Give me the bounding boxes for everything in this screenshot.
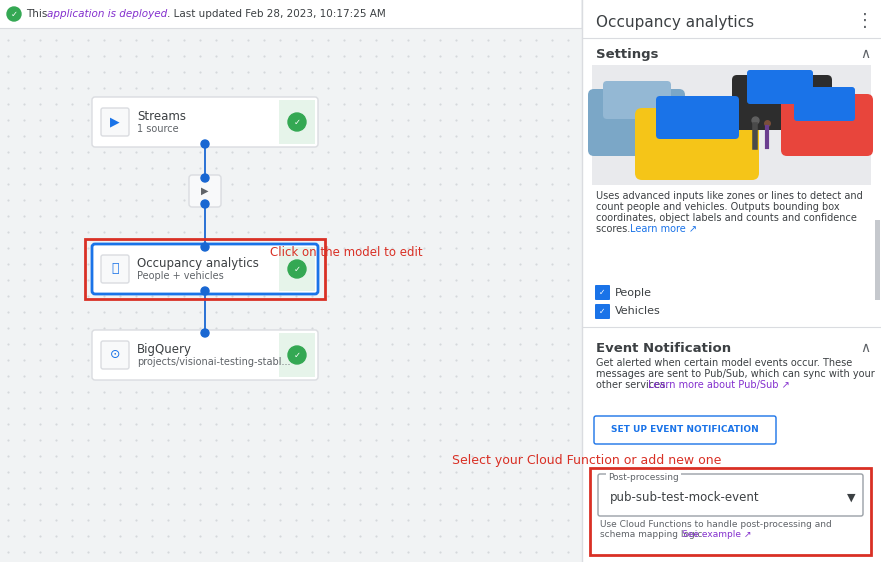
Circle shape xyxy=(288,346,306,364)
FancyBboxPatch shape xyxy=(189,175,221,207)
Text: Occupancy analytics: Occupancy analytics xyxy=(137,257,259,270)
Text: other services.: other services. xyxy=(596,380,671,390)
Text: Streams: Streams xyxy=(137,111,186,124)
Circle shape xyxy=(201,329,209,337)
Text: projects/visionai-testing-stabl...: projects/visionai-testing-stabl... xyxy=(137,357,291,367)
Text: ∧: ∧ xyxy=(860,47,870,61)
Circle shape xyxy=(201,140,209,148)
Bar xyxy=(606,473,681,482)
FancyBboxPatch shape xyxy=(595,285,610,300)
Text: Learn more about Pub/Sub ↗: Learn more about Pub/Sub ↗ xyxy=(648,380,789,390)
Text: Vehicles: Vehicles xyxy=(615,306,661,316)
Text: Occupancy analytics: Occupancy analytics xyxy=(596,15,754,30)
FancyBboxPatch shape xyxy=(747,70,813,104)
Circle shape xyxy=(201,243,209,251)
Circle shape xyxy=(201,200,209,208)
FancyBboxPatch shape xyxy=(598,474,863,516)
FancyBboxPatch shape xyxy=(732,75,832,130)
Text: Uses advanced inputs like zones or lines to detect and: Uses advanced inputs like zones or lines… xyxy=(596,191,862,201)
Circle shape xyxy=(288,113,306,131)
Text: Get alerted when certain model events occur. These: Get alerted when certain model events oc… xyxy=(596,358,852,368)
Text: People: People xyxy=(615,288,652,297)
Text: ▶: ▶ xyxy=(110,116,120,129)
Text: messages are sent to Pub/Sub, which can sync with your: messages are sent to Pub/Sub, which can … xyxy=(596,369,875,379)
Text: Post-processing: Post-processing xyxy=(608,474,678,483)
FancyBboxPatch shape xyxy=(92,244,318,294)
Text: People + vehicles: People + vehicles xyxy=(137,271,224,281)
Bar xyxy=(279,333,315,377)
Circle shape xyxy=(7,7,21,21)
Text: BigQuery: BigQuery xyxy=(137,343,192,356)
Circle shape xyxy=(288,260,306,278)
Text: ▶: ▶ xyxy=(201,186,209,196)
Bar xyxy=(85,239,325,299)
FancyBboxPatch shape xyxy=(781,94,873,156)
FancyBboxPatch shape xyxy=(101,255,129,283)
FancyBboxPatch shape xyxy=(794,87,855,121)
FancyBboxPatch shape xyxy=(635,108,759,180)
Text: See example ↗: See example ↗ xyxy=(682,530,751,539)
Text: Settings: Settings xyxy=(596,48,658,61)
Text: Use Cloud Functions to handle post-processing and: Use Cloud Functions to handle post-proce… xyxy=(600,520,832,529)
Text: ✓: ✓ xyxy=(11,10,18,19)
FancyBboxPatch shape xyxy=(656,96,739,139)
FancyBboxPatch shape xyxy=(101,108,129,136)
Bar xyxy=(279,100,315,144)
Text: Learn more ↗: Learn more ↗ xyxy=(630,224,697,234)
Text: ✓: ✓ xyxy=(293,351,300,360)
FancyBboxPatch shape xyxy=(603,81,671,119)
FancyBboxPatch shape xyxy=(92,97,318,147)
Text: . Last updated Feb 28, 2023, 10:17:25 AM: . Last updated Feb 28, 2023, 10:17:25 AM xyxy=(167,9,386,19)
Bar xyxy=(590,468,871,555)
Bar xyxy=(875,220,880,300)
Bar xyxy=(592,65,871,185)
Text: ⊙: ⊙ xyxy=(110,348,120,361)
Text: ✓: ✓ xyxy=(293,265,300,274)
Bar xyxy=(279,247,315,291)
Text: pub-sub-test-mock-event: pub-sub-test-mock-event xyxy=(610,492,759,505)
FancyBboxPatch shape xyxy=(594,416,776,444)
Text: 1 source: 1 source xyxy=(137,124,179,134)
Bar xyxy=(0,0,581,28)
FancyBboxPatch shape xyxy=(595,304,610,319)
FancyBboxPatch shape xyxy=(588,89,685,156)
Text: schema mapping logic.: schema mapping logic. xyxy=(600,530,708,539)
Text: ∧: ∧ xyxy=(860,341,870,355)
Text: application is deployed: application is deployed xyxy=(47,9,167,19)
Text: 👤: 👤 xyxy=(111,262,119,275)
Text: Select your Cloud Function or add new one: Select your Cloud Function or add new on… xyxy=(452,454,722,467)
Text: ✓: ✓ xyxy=(599,288,606,297)
FancyBboxPatch shape xyxy=(101,341,129,369)
FancyBboxPatch shape xyxy=(92,330,318,380)
Text: ✓: ✓ xyxy=(599,307,606,316)
Text: scores.: scores. xyxy=(596,224,633,234)
Text: Click on the model to edit: Click on the model to edit xyxy=(270,247,423,260)
Text: ▼: ▼ xyxy=(847,493,855,503)
Bar xyxy=(582,0,881,562)
Text: SET UP EVENT NOTIFICATION: SET UP EVENT NOTIFICATION xyxy=(611,425,759,434)
Text: Event Notification: Event Notification xyxy=(596,342,731,355)
Text: coordinates, object labels and counts and confidence: coordinates, object labels and counts an… xyxy=(596,213,857,223)
Text: count people and vehicles. Outputs bounding box: count people and vehicles. Outputs bound… xyxy=(596,202,840,212)
Circle shape xyxy=(201,287,209,295)
Text: ✓: ✓ xyxy=(293,117,300,126)
Bar xyxy=(0,0,581,562)
Circle shape xyxy=(201,174,209,182)
Text: ⋮: ⋮ xyxy=(856,12,874,30)
Text: This: This xyxy=(26,9,50,19)
